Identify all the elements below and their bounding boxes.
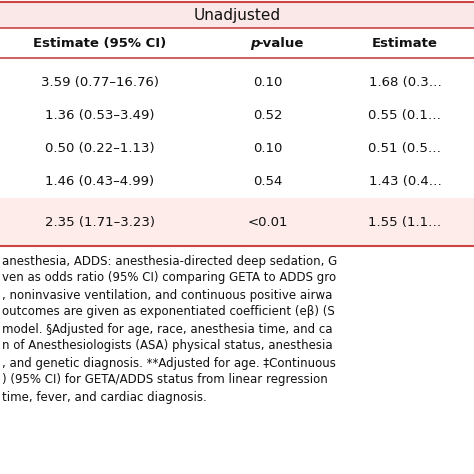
Text: 0.55 (0.1…: 0.55 (0.1… (368, 109, 441, 121)
Text: 0.51 (0.5…: 0.51 (0.5… (368, 142, 441, 155)
Text: ven as odds ratio (95% CI) comparing GETA to ADDS gro: ven as odds ratio (95% CI) comparing GET… (2, 272, 336, 284)
Text: , noninvasive ventilation, and continuous positive airwa: , noninvasive ventilation, and continuou… (2, 289, 332, 301)
Text: Estimate (95% CI): Estimate (95% CI) (33, 36, 167, 49)
Text: Unadjusted: Unadjusted (193, 8, 281, 22)
Text: 0.50 (0.22–1.13): 0.50 (0.22–1.13) (45, 142, 155, 155)
Text: ) (95% CI) for GETA/ADDS status from linear regression: ) (95% CI) for GETA/ADDS status from lin… (2, 374, 328, 386)
Text: p: p (250, 36, 259, 49)
Bar (0, 2, 474, 28)
Text: 1.43 (0.4…: 1.43 (0.4… (369, 174, 441, 188)
Text: 0.54: 0.54 (253, 174, 283, 188)
Text: -value: -value (257, 36, 303, 49)
Text: time, fever, and cardiac diagnosis.: time, fever, and cardiac diagnosis. (2, 391, 207, 403)
Text: <0.01: <0.01 (248, 216, 288, 228)
Text: 1.36 (0.53–3.49): 1.36 (0.53–3.49) (45, 109, 155, 121)
Bar (0, 58, 474, 198)
Text: 3.59 (0.77–16.76): 3.59 (0.77–16.76) (41, 75, 159, 89)
Text: 0.10: 0.10 (253, 75, 283, 89)
Text: 1.55 (1.1…: 1.55 (1.1… (368, 216, 442, 228)
Text: , and genetic diagnosis. **Adjusted for age. ‡Continuous: , and genetic diagnosis. **Adjusted for … (2, 356, 336, 370)
Text: model. §Adjusted for age, race, anesthesia time, and ca: model. §Adjusted for age, race, anesthes… (2, 322, 332, 336)
Text: 1.68 (0.3…: 1.68 (0.3… (369, 75, 441, 89)
Text: n of Anesthesiologists (ASA) physical status, anesthesia: n of Anesthesiologists (ASA) physical st… (2, 339, 333, 353)
Bar (0, 28, 474, 58)
Text: 1.46 (0.43–4.99): 1.46 (0.43–4.99) (46, 174, 155, 188)
Text: outcomes are given as exponentiated coefficient (eβ) (S: outcomes are given as exponentiated coef… (2, 306, 335, 319)
Text: anesthesia, ADDS: anesthesia-directed deep sedation, G: anesthesia, ADDS: anesthesia-directed de… (2, 255, 337, 267)
Bar (0, 198, 474, 246)
Text: 0.10: 0.10 (253, 142, 283, 155)
Text: Estimate: Estimate (372, 36, 438, 49)
Text: 0.52: 0.52 (253, 109, 283, 121)
Text: 2.35 (1.71–3.23): 2.35 (1.71–3.23) (45, 216, 155, 228)
